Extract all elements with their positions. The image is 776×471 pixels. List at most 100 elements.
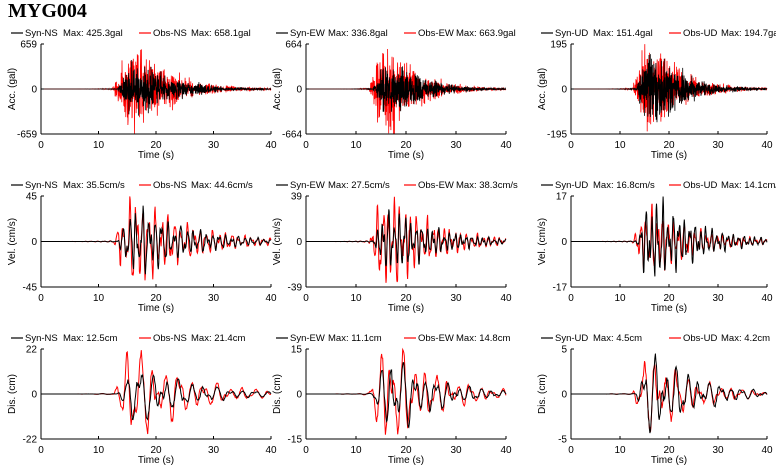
y-tick-label: 15	[291, 345, 303, 356]
legend-max-obs-ew: Max: 14.8cm	[456, 333, 510, 344]
legend-label-syn-ns: Syn-NS	[25, 333, 58, 344]
x-tick-label: 0	[38, 140, 44, 151]
y-tick-label: 0	[31, 390, 37, 401]
x-tick-label: 0	[568, 140, 574, 151]
y-tick-label: 0	[31, 237, 37, 248]
x-tick-label: 20	[663, 445, 675, 456]
series-line-obs-ns	[41, 196, 272, 281]
x-axis-label: Time (s)	[388, 150, 424, 161]
legend-label-obs-ew: Obs-EW	[418, 180, 454, 191]
y-tick-label: 0	[561, 237, 567, 248]
x-tick-label: 20	[150, 445, 162, 456]
legend-label-obs-ud: Obs-UD	[683, 333, 717, 344]
x-tick-label: 30	[712, 445, 724, 456]
x-tick-label: 40	[265, 140, 277, 151]
x-tick-label: 40	[500, 293, 512, 304]
y-tick-label: 0	[31, 85, 37, 96]
figure-title: MYG004	[8, 0, 87, 22]
x-axis-label: Time (s)	[388, 303, 424, 314]
x-tick-label: 0	[38, 293, 44, 304]
y-tick-label: -659	[17, 130, 37, 141]
x-tick-label: 30	[450, 445, 462, 456]
y-tick-label: -17	[553, 283, 568, 294]
chart-vel-ns: Syn-NS Max: 35.5cm/s Obs-NS Max: 44.6cm/s 0 1…	[7, 180, 277, 314]
y-tick-label: 659	[20, 40, 37, 51]
y-tick-label: -39	[288, 283, 303, 294]
legend-max-syn-ud: Max: 151.4gal	[593, 28, 653, 39]
x-axis-label: Time (s)	[651, 303, 687, 314]
x-tick-label: 10	[350, 445, 362, 456]
legend-label-obs-ns: Obs-NS	[153, 180, 187, 191]
y-tick-label: 45	[26, 192, 38, 203]
legend-label-syn-ns: Syn-NS	[25, 28, 58, 39]
legend-max-obs-ew: Max: 663.9gal	[456, 28, 516, 39]
y-axis-label: Acc. (gal)	[7, 68, 18, 110]
x-tick-label: 10	[350, 293, 362, 304]
x-tick-label: 0	[303, 445, 309, 456]
chart-acc-ew: Syn-EW Max: 336.8gal Obs-EW Max: 663.9gal 0 1…	[272, 28, 516, 161]
chart-vel-ud: Syn-UD Max: 16.8cm/s Obs-UD Max: 14.1cm/s 0 1…	[537, 180, 776, 314]
y-tick-label: 195	[550, 40, 567, 51]
legend-max-syn-ew: Max: 27.5cm/s	[328, 180, 390, 191]
legend-max-obs-ud: Max: 14.1cm/s	[721, 180, 776, 191]
x-axis-label: Time (s)	[651, 150, 687, 161]
legend-max-obs-ew: Max: 38.3cm/s	[456, 180, 518, 191]
x-tick-label: 10	[350, 140, 362, 151]
x-tick-label: 0	[38, 445, 44, 456]
y-tick-label: -5	[558, 435, 567, 446]
y-tick-label: 0	[296, 237, 302, 248]
x-tick-label: 30	[450, 293, 462, 304]
x-tick-label: 10	[614, 140, 626, 151]
x-tick-label: 10	[93, 293, 105, 304]
y-axis-label: Vel. (cm/s)	[537, 218, 548, 265]
series-line-syn-ew	[306, 209, 507, 267]
y-tick-label: -15	[288, 435, 303, 446]
legend-label-obs-ns: Obs-NS	[153, 28, 187, 39]
x-tick-label: 20	[400, 140, 412, 151]
legend-label-obs-ud: Obs-UD	[683, 28, 717, 39]
series-line-syn-ew	[306, 66, 507, 112]
legend-max-syn-ns: Max: 12.5cm	[63, 333, 117, 344]
x-axis-label: Time (s)	[138, 303, 174, 314]
x-tick-label: 30	[208, 445, 220, 456]
y-axis-label: Dis. (cm)	[7, 374, 18, 414]
legend-label-obs-ew: Obs-EW	[418, 333, 454, 344]
legend-label-syn-ud: Syn-UD	[555, 180, 588, 191]
y-tick-label: 17	[556, 192, 568, 203]
series-line-syn-ns	[41, 205, 272, 275]
legend-label-syn-ns: Syn-NS	[25, 180, 58, 191]
legend-max-obs-ud: Max: 194.7gal	[721, 28, 776, 39]
chart-dis-ns: Syn-NS Max: 12.5cm Obs-NS Max: 21.4cm 0 10 20 3…	[7, 333, 277, 466]
x-tick-label: 0	[568, 293, 574, 304]
x-axis-label: Time (s)	[388, 455, 424, 466]
y-tick-label: -22	[23, 435, 38, 446]
series-line-obs-ns	[41, 49, 272, 134]
x-tick-label: 20	[150, 140, 162, 151]
x-tick-label: 40	[265, 445, 277, 456]
y-axis-label: Acc. (gal)	[537, 68, 548, 110]
y-axis-label: Vel. (cm/s)	[7, 218, 18, 265]
legend-max-syn-ud: Max: 4.5cm	[593, 333, 642, 344]
legend-label-syn-ud: Syn-UD	[555, 28, 588, 39]
series-line-syn-ud	[571, 196, 768, 277]
y-tick-label: -45	[23, 283, 38, 294]
y-axis-label: Acc. (gal)	[272, 68, 283, 110]
x-tick-label: 0	[568, 445, 574, 456]
x-tick-label: 40	[761, 140, 773, 151]
x-tick-label: 30	[450, 140, 462, 151]
x-tick-label: 0	[303, 293, 309, 304]
series-line-syn-ns	[41, 59, 272, 116]
x-tick-label: 20	[400, 445, 412, 456]
y-tick-label: 664	[285, 40, 302, 51]
y-tick-label: -195	[547, 130, 567, 141]
y-tick-label: 0	[561, 390, 567, 401]
legend-label-syn-ud: Syn-UD	[555, 333, 588, 344]
legend-max-obs-ns: Max: 658.1gal	[191, 28, 251, 39]
x-tick-label: 30	[712, 140, 724, 151]
x-tick-label: 10	[614, 293, 626, 304]
x-tick-label: 40	[265, 293, 277, 304]
legend-max-syn-ud: Max: 16.8cm/s	[593, 180, 655, 191]
series-line-syn-ud	[571, 54, 768, 123]
x-tick-label: 30	[208, 140, 220, 151]
x-tick-label: 30	[712, 293, 724, 304]
